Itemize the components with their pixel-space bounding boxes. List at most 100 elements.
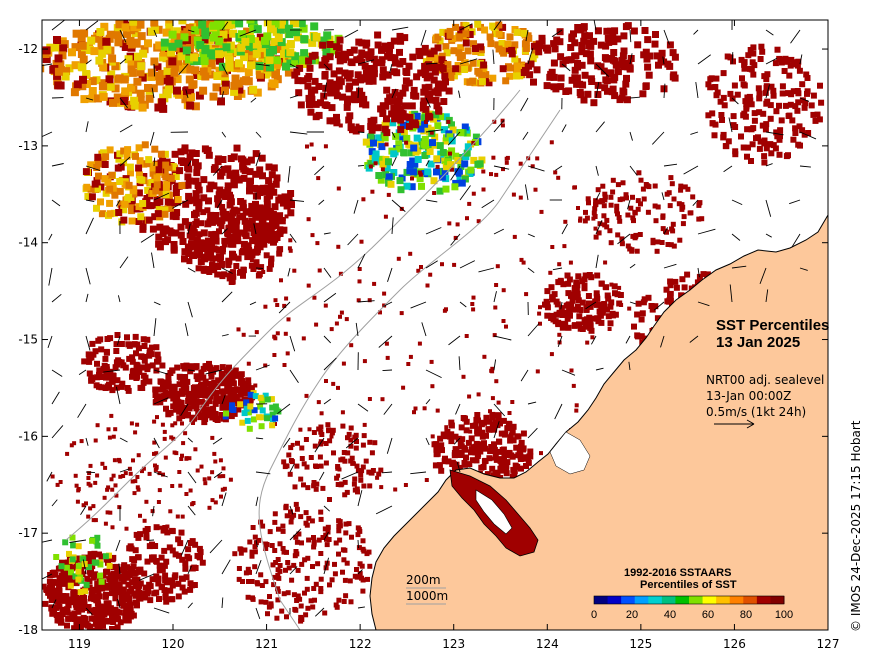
current-vector — [595, 82, 600, 99]
current-vector — [355, 322, 359, 337]
sst-pixel — [215, 247, 222, 254]
sst-pixel — [181, 147, 189, 155]
current-vector — [289, 199, 305, 202]
sst-pixel — [492, 471, 499, 478]
sst-pixel — [261, 236, 268, 243]
current-vector — [628, 361, 631, 371]
sst-pixel — [361, 62, 369, 70]
sst-pixel — [391, 89, 399, 96]
sst-pixel — [141, 570, 148, 577]
sst-pixel — [397, 37, 405, 45]
sst-pixel — [174, 39, 183, 48]
sst-pixel — [352, 487, 358, 493]
current-vector — [187, 602, 193, 609]
sst-pixel — [408, 183, 416, 191]
sst-pixel — [338, 123, 343, 128]
sst-pixel — [763, 145, 770, 152]
sst-pixel — [198, 369, 205, 376]
current-vector — [119, 58, 127, 65]
sst-pixel — [378, 59, 386, 67]
sst-pixel — [129, 373, 135, 380]
sst-pixel — [583, 306, 590, 313]
sst-pixel — [75, 562, 82, 569]
sst-pixel — [318, 586, 324, 591]
sst-pixel — [513, 62, 521, 70]
sst-pixel — [374, 31, 382, 39]
current-vector — [187, 505, 196, 516]
sst-pixel — [253, 88, 262, 97]
sst-pixel — [615, 211, 620, 217]
sst-pixel — [368, 148, 376, 156]
sst-pixel — [572, 52, 580, 60]
sst-pixel — [215, 253, 222, 260]
sst-pixel — [93, 438, 98, 443]
sst-pixel — [357, 267, 362, 271]
sst-pixel — [103, 600, 110, 607]
sst-pixel — [741, 61, 748, 68]
sst-pixel — [513, 28, 521, 36]
sst-pixel — [100, 149, 108, 157]
sst-pixel — [203, 400, 210, 407]
sst-pixel — [600, 67, 608, 75]
current-vector — [357, 606, 365, 609]
sst-pixel — [174, 60, 183, 68]
sst-pixel — [673, 284, 680, 291]
current-vector — [221, 597, 224, 609]
sst-pixel — [204, 390, 211, 397]
sst-pixel — [105, 609, 112, 616]
sst-pixel — [258, 572, 264, 578]
sst-pixel — [347, 123, 355, 131]
sst-pixel — [451, 450, 458, 456]
sst-pixel — [250, 525, 256, 530]
sst-pixel — [69, 443, 74, 448]
sst-pixel — [440, 98, 448, 105]
sst-pixel — [374, 41, 382, 49]
sst-pixel — [623, 96, 631, 104]
sst-pixel — [166, 577, 173, 584]
current-vector — [119, 156, 131, 167]
sst-pixel — [334, 321, 339, 326]
sst-pixel — [188, 365, 195, 372]
sst-pixel — [511, 192, 516, 197]
sst-pixel — [810, 111, 817, 118]
sst-pixel — [124, 574, 131, 581]
sst-pixel — [533, 66, 541, 74]
sst-pixel — [138, 73, 147, 82]
sst-pixel — [293, 501, 299, 507]
sst-pixel — [620, 180, 626, 186]
sst-pixel — [571, 322, 578, 329]
sst-pixel — [123, 602, 130, 609]
sst-pixel — [672, 278, 679, 285]
sst-pixel — [327, 497, 332, 502]
sst-pixel — [242, 547, 248, 553]
sst-pixel — [225, 55, 234, 64]
sst-pixel — [147, 202, 155, 210]
sst-pixel — [360, 588, 366, 594]
sst-pixel — [221, 237, 228, 244]
sst-pixel — [186, 153, 194, 161]
sst-pixel — [349, 534, 354, 540]
sst-pixel — [118, 567, 125, 574]
sst-pixel — [298, 614, 304, 620]
sst-pixel — [243, 570, 249, 576]
current-vector — [799, 165, 811, 168]
vector-source: NRT00 adj. sealevel — [706, 373, 824, 387]
contour-1000m — [65, 89, 521, 541]
sst-pixel — [320, 485, 326, 491]
sst-pixel — [52, 590, 59, 597]
sst-pixel — [275, 573, 281, 578]
sst-pixel — [488, 444, 495, 450]
sst-pixel — [226, 275, 233, 282]
current-vector — [205, 369, 223, 375]
sst-pixel — [137, 62, 146, 71]
sst-pixel — [101, 367, 108, 374]
sst-pixel — [299, 24, 308, 33]
sst-pixel — [61, 575, 68, 582]
sst-pixel — [355, 468, 361, 474]
sst-pixel — [249, 238, 254, 243]
sst-pixel — [581, 32, 589, 40]
sst-pixel — [191, 403, 198, 410]
sst-pixel — [738, 133, 744, 140]
colorbar-label: 60 — [702, 609, 714, 621]
sst-pixel — [328, 104, 336, 112]
